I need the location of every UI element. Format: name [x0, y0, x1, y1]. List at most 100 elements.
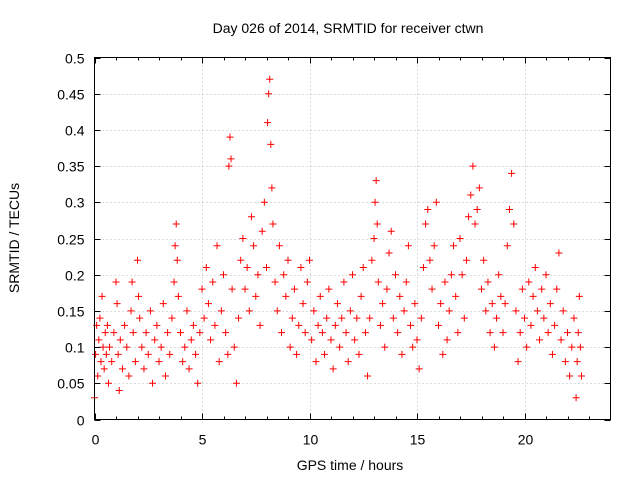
- data-point: [181, 343, 189, 351]
- data-point: [239, 235, 247, 242]
- data-point: [314, 321, 322, 329]
- data-point: [134, 256, 141, 264]
- y-axis-label: SRMTID / TECUs: [6, 183, 22, 293]
- data-point: [113, 300, 121, 308]
- data-point: [192, 350, 200, 358]
- data-point: [297, 263, 305, 271]
- data-point: [493, 314, 501, 322]
- data-point: [166, 350, 174, 358]
- data-point: [439, 350, 447, 358]
- data-point: [131, 358, 139, 366]
- data-point: [94, 372, 102, 380]
- data-point: [204, 300, 212, 308]
- data-point: [123, 343, 131, 351]
- data-point: [564, 329, 571, 337]
- data-point: [312, 358, 320, 366]
- data-point: [344, 358, 352, 366]
- data-point: [484, 278, 492, 286]
- data-point: [265, 90, 273, 98]
- data-point: [551, 321, 559, 329]
- data-point: [202, 263, 210, 271]
- data-point: [207, 336, 215, 344]
- data-point: [299, 300, 307, 308]
- data-point: [415, 365, 423, 373]
- data-point: [104, 379, 112, 387]
- data-point: [288, 314, 296, 322]
- data-point: [115, 387, 123, 395]
- data-point: [316, 292, 324, 300]
- data-point: [187, 336, 195, 344]
- data-point: [127, 307, 135, 315]
- data-point: [411, 300, 419, 308]
- data-point: [196, 329, 204, 337]
- data-point: [514, 358, 522, 366]
- data-point: [555, 249, 563, 257]
- data-point: [432, 198, 440, 206]
- y-tick-label: 0: [77, 413, 85, 429]
- data-point: [435, 321, 442, 329]
- data-point: [227, 155, 235, 163]
- data-point: [409, 343, 417, 351]
- y-tick-label: 0.35: [57, 159, 84, 175]
- data-point: [471, 220, 479, 228]
- data-point: [368, 256, 376, 264]
- data-point: [465, 213, 473, 221]
- data-point: [318, 329, 326, 337]
- data-point: [222, 329, 230, 337]
- data-point: [357, 292, 365, 300]
- data-point: [566, 372, 574, 380]
- data-point: [282, 292, 290, 300]
- data-point: [146, 307, 154, 315]
- data-point: [443, 336, 451, 344]
- x-tick-label: 20: [518, 432, 534, 448]
- data-point: [217, 307, 225, 315]
- data-point: [110, 329, 118, 337]
- data-point: [284, 256, 292, 264]
- data-point: [376, 321, 384, 329]
- data-point: [149, 379, 157, 387]
- x-tick-label: 5: [199, 432, 207, 448]
- data-point: [116, 336, 124, 344]
- data-point: [450, 242, 458, 250]
- y-tick-label: 0.5: [65, 51, 85, 67]
- data-point: [264, 119, 272, 127]
- data-point: [224, 350, 232, 358]
- data-point: [198, 285, 206, 293]
- data-point: [225, 162, 233, 170]
- data-point: [209, 278, 217, 286]
- data-point: [413, 336, 421, 344]
- data-point: [372, 177, 380, 185]
- data-point: [346, 307, 354, 315]
- data-point: [172, 220, 180, 228]
- y-tick-label: 0.15: [57, 304, 84, 320]
- data-point: [540, 314, 548, 322]
- data-point: [385, 249, 393, 257]
- data-point: [237, 256, 245, 264]
- data-point: [331, 321, 339, 329]
- x-tick-label: 15: [410, 432, 426, 448]
- data-point: [114, 350, 122, 358]
- data-point: [267, 140, 275, 148]
- data-point: [428, 285, 436, 293]
- data-point: [263, 263, 270, 271]
- data-point: [183, 307, 191, 315]
- data-point: [252, 292, 260, 300]
- data-point: [295, 321, 303, 329]
- y-tick-label: 0.2: [65, 268, 85, 284]
- data-point: [151, 336, 159, 344]
- data-point: [301, 329, 309, 337]
- data-point: [394, 329, 402, 337]
- data-point: [266, 75, 274, 83]
- x-axis-label: GPS time / hours: [297, 457, 404, 473]
- data-point: [128, 278, 136, 286]
- data-point: [497, 292, 505, 300]
- data-point: [189, 321, 197, 329]
- x-tick-labels: 0 5 10 15 20: [92, 432, 534, 448]
- data-point: [495, 271, 503, 279]
- data-point: [525, 278, 533, 286]
- data-point: [129, 329, 137, 337]
- data-point: [488, 300, 496, 308]
- data-point: [136, 314, 144, 322]
- data-point: [106, 343, 114, 351]
- data-point: [353, 314, 361, 322]
